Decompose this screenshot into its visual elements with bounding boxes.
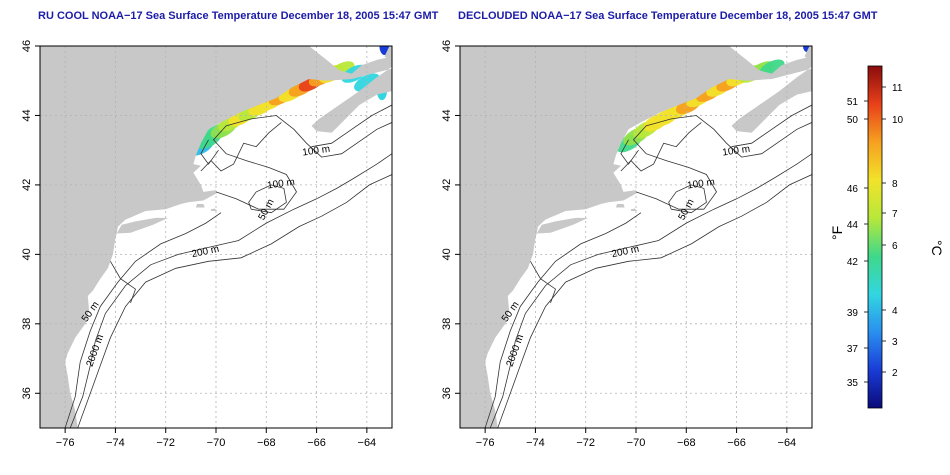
x-tick-label: −74 <box>106 437 125 449</box>
map-title-left: RU COOL NOAA−17 Sea Surface Temperature … <box>38 10 439 22</box>
y-tick-label: 44 <box>21 109 33 121</box>
contour-label: 100 m <box>722 144 751 159</box>
x-tick-label: −72 <box>156 437 175 449</box>
contour-line <box>489 153 812 428</box>
x-tick-label: −72 <box>576 437 595 449</box>
contour-line <box>69 153 392 428</box>
contour-line <box>484 212 642 428</box>
colorbar-c-tick-label: 3 <box>892 337 898 348</box>
x-tick-label: −76 <box>56 437 75 449</box>
y-tick-label: 36 <box>441 387 453 399</box>
x-tick-label: −68 <box>677 437 696 449</box>
colorbar-f-tick-label: 37 <box>847 344 859 355</box>
island <box>804 46 812 62</box>
colorbar: °F °C 51 50 46 44 42 39 37 35 11 10 8 7 6 4 3 2 <box>820 60 950 420</box>
contour-line <box>620 139 639 165</box>
colorbar-c-tick-label: 7 <box>892 209 898 220</box>
graticule <box>460 46 812 428</box>
colorbar-c-tick-label: 10 <box>892 115 904 126</box>
colorbar-gradient <box>867 65 883 409</box>
island <box>631 208 638 211</box>
colorbar-f-tick-label: 51 <box>847 97 859 108</box>
colorbar-f-tick-label: 50 <box>847 115 859 126</box>
x-tick-label: −66 <box>727 437 746 449</box>
colorbar-f-tick-label: 46 <box>847 184 859 195</box>
colorbar-fahrenheit-ticks: 51 50 46 44 42 39 37 35 <box>847 97 868 389</box>
contour-label: 100 m <box>686 177 715 192</box>
colorbar-f-tick-label: 39 <box>847 308 859 319</box>
colorbar-c-tick-label: 2 <box>892 368 898 379</box>
x-tick-label: −70 <box>627 437 646 449</box>
contour-label: 100 m <box>266 177 295 192</box>
y-tick-label: 44 <box>441 109 453 121</box>
y-tick-label: 40 <box>21 248 33 260</box>
colorbar-c-tick-label: 8 <box>892 179 898 190</box>
y-tick-label: 46 <box>21 40 33 52</box>
colorbar-celsius-label: °C <box>929 240 945 256</box>
island <box>116 217 169 234</box>
y-tick-label: 42 <box>441 179 453 191</box>
colorbar-f-tick-label: 42 <box>847 257 859 268</box>
colorbar-c-tick-label: 4 <box>892 306 898 317</box>
island <box>195 204 205 208</box>
colorbar-f-tick-label: 35 <box>847 378 859 389</box>
x-tick-label: −74 <box>526 437 545 449</box>
contour-line <box>311 104 392 148</box>
colorbar-c-tick-label: 6 <box>892 241 898 252</box>
colorbar-c-tick-label: 11 <box>892 83 903 94</box>
colorbar-celsius-ticks: 11 10 8 7 6 4 3 2 <box>882 83 904 379</box>
landmass <box>460 46 812 428</box>
contour-line <box>200 122 282 172</box>
colorbar-f-tick-label: 44 <box>847 220 859 231</box>
map-title-right: DECLOUDED NOAA−17 Sea Surface Temperatur… <box>458 10 878 22</box>
y-tick-label: 38 <box>441 318 453 330</box>
contour-line <box>731 104 812 148</box>
y-tick-label: 40 <box>441 248 453 260</box>
island <box>384 46 392 62</box>
x-tick-label: −76 <box>476 437 495 449</box>
x-tick-label: −64 <box>778 437 797 449</box>
x-tick-label: −70 <box>207 437 226 449</box>
contour-line <box>632 115 812 210</box>
contour-line <box>212 115 392 210</box>
contour-line <box>620 122 702 172</box>
x-tick-label: −68 <box>257 437 276 449</box>
bathymetry-contours <box>64 104 392 428</box>
y-tick-label: 42 <box>21 179 33 191</box>
contour-line <box>200 139 219 165</box>
contour-line <box>497 174 812 428</box>
contour-line <box>668 184 707 214</box>
y-tick-label: 38 <box>21 318 33 330</box>
colorbar-fahrenheit-label: °F <box>829 226 845 240</box>
y-tick-label: 36 <box>21 387 33 399</box>
contour-line <box>64 212 222 428</box>
island <box>536 217 589 234</box>
bathymetry-contours <box>484 104 812 428</box>
island <box>615 204 625 208</box>
x-tick-label: −66 <box>307 437 326 449</box>
contour-label: 100 m <box>302 144 331 159</box>
y-tick-label: 46 <box>441 40 453 52</box>
contour-line <box>248 184 287 214</box>
landmass <box>40 46 392 428</box>
contour-line <box>530 261 556 304</box>
contour-line <box>110 261 136 304</box>
island <box>211 208 218 211</box>
x-tick-label: −64 <box>358 437 377 449</box>
graticule <box>40 46 392 428</box>
contour-line <box>77 174 392 428</box>
